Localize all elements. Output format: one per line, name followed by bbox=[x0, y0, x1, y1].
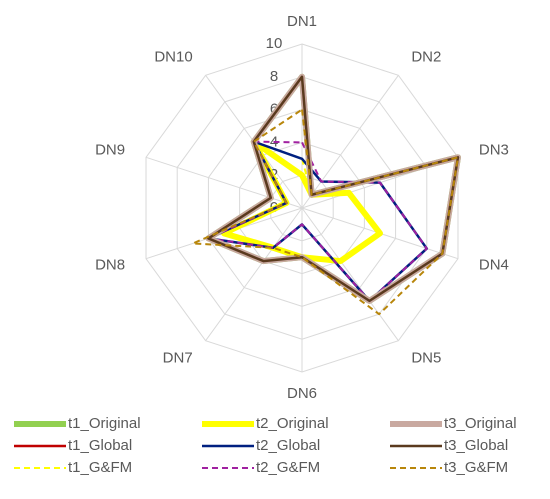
legend-label: t2_Original bbox=[256, 415, 329, 432]
legend-label: t3_G&FM bbox=[444, 459, 508, 476]
legend-label: t1_Original bbox=[68, 415, 141, 432]
r-tick-label: 8 bbox=[270, 68, 278, 85]
category-label: DN6 bbox=[287, 385, 317, 402]
series-line bbox=[207, 75, 460, 303]
category-label: DN9 bbox=[95, 141, 125, 158]
category-label: DN5 bbox=[411, 349, 441, 366]
category-label: DN10 bbox=[154, 48, 192, 65]
series-line bbox=[207, 140, 429, 303]
category-label: DN1 bbox=[287, 13, 317, 30]
legend-label: t1_G&FM bbox=[68, 459, 132, 476]
legend-label: t3_Original bbox=[444, 415, 517, 432]
spoke bbox=[301, 75, 399, 209]
category-label: DN3 bbox=[479, 141, 509, 158]
spoke bbox=[145, 156, 303, 209]
spoke bbox=[205, 207, 303, 341]
category-label: DN7 bbox=[163, 349, 193, 366]
category-label: DN8 bbox=[95, 256, 125, 273]
category-label: DN4 bbox=[479, 256, 509, 273]
legend-label: t2_G&FM bbox=[256, 459, 320, 476]
r-tick-label: 6 bbox=[270, 101, 278, 118]
series-line bbox=[191, 108, 459, 316]
r-tick-label: 10 bbox=[266, 35, 283, 52]
legend-label: t3_Global bbox=[444, 437, 508, 454]
legend-label: t2_Global bbox=[256, 437, 320, 454]
spoke bbox=[301, 207, 399, 341]
category-label: DN2 bbox=[411, 48, 441, 65]
legend-label: t1_Global bbox=[68, 437, 132, 454]
